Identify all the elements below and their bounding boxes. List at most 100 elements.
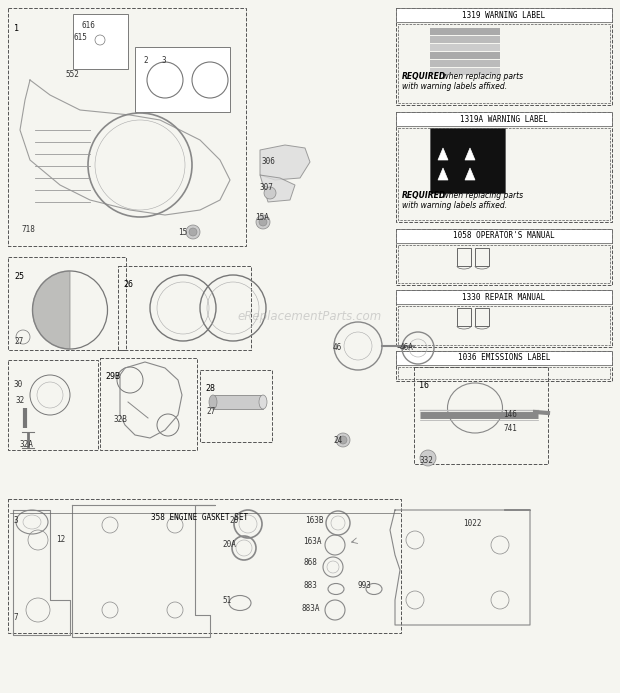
Polygon shape	[438, 148, 448, 160]
Text: 46: 46	[333, 343, 342, 352]
Text: 3: 3	[161, 56, 166, 65]
Text: 29B: 29B	[105, 372, 120, 381]
Bar	[396, 351, 612, 365]
Text: 20: 20	[229, 516, 238, 525]
Text: 163A: 163A	[303, 537, 322, 546]
Text: eReplacementParts.com: eReplacementParts.com	[238, 310, 382, 323]
Bar	[8, 499, 401, 633]
Text: 15A: 15A	[255, 213, 269, 222]
Text: with warning labels affixed.: with warning labels affixed.	[402, 201, 507, 210]
Text: 1036 EMISSIONS LABEL: 1036 EMISSIONS LABEL	[458, 353, 551, 362]
Text: 1319 WARNING LABEL: 1319 WARNING LABEL	[463, 10, 546, 19]
Text: 332: 332	[419, 456, 433, 465]
Bar	[396, 112, 612, 126]
Bar	[396, 8, 612, 22]
Bar	[396, 229, 612, 285]
Text: 883: 883	[303, 581, 317, 590]
Text: 32B: 32B	[114, 415, 128, 424]
Polygon shape	[465, 168, 475, 180]
Bar	[135, 47, 230, 112]
Text: with warning labels affixed.: with warning labels affixed.	[402, 82, 507, 91]
Polygon shape	[438, 168, 448, 180]
Circle shape	[186, 225, 200, 239]
Bar	[430, 28, 500, 35]
Text: 32A: 32A	[20, 440, 34, 449]
Bar	[396, 290, 612, 304]
Text: 46A: 46A	[400, 343, 414, 352]
Text: 306: 306	[261, 157, 275, 166]
Text: 15: 15	[178, 228, 187, 237]
Circle shape	[336, 433, 350, 447]
Bar	[430, 36, 500, 43]
Polygon shape	[32, 271, 70, 349]
Bar	[430, 52, 500, 59]
Text: 24: 24	[333, 436, 342, 445]
Bar	[200, 370, 272, 442]
Text: 358 ENGINE GASKET SET: 358 ENGINE GASKET SET	[151, 513, 249, 522]
Text: 616: 616	[81, 21, 95, 30]
Text: 868: 868	[303, 558, 317, 567]
Circle shape	[339, 436, 347, 444]
Bar	[396, 8, 612, 105]
Ellipse shape	[209, 395, 217, 409]
Bar	[118, 266, 251, 350]
Text: 615: 615	[73, 33, 87, 42]
Text: 28: 28	[205, 384, 215, 393]
Text: 552: 552	[65, 70, 79, 79]
Bar	[398, 245, 610, 283]
Circle shape	[264, 187, 276, 199]
Bar	[414, 367, 548, 464]
Text: 1022: 1022	[463, 519, 482, 528]
Bar	[8, 8, 246, 246]
Bar	[430, 68, 500, 75]
Bar	[213, 395, 263, 409]
Text: 741: 741	[503, 424, 517, 433]
Text: 27: 27	[206, 407, 215, 416]
Bar	[8, 257, 126, 350]
Text: when replacing parts: when replacing parts	[440, 72, 523, 81]
Bar	[100, 358, 197, 450]
Circle shape	[256, 215, 270, 229]
Circle shape	[259, 218, 267, 226]
Bar	[396, 290, 612, 347]
Text: 146: 146	[503, 410, 517, 419]
Text: 1330 REPAIR MANUAL: 1330 REPAIR MANUAL	[463, 292, 546, 301]
Text: REQUIRED: REQUIRED	[402, 72, 446, 81]
Bar	[396, 351, 612, 381]
Bar	[430, 128, 505, 193]
Text: 307: 307	[259, 183, 273, 192]
Text: 27: 27	[14, 337, 24, 346]
Text: 993: 993	[358, 581, 372, 590]
Bar	[73, 14, 128, 69]
Text: 883A: 883A	[301, 604, 319, 613]
Bar	[475, 248, 489, 266]
Text: 20A: 20A	[222, 540, 236, 549]
Text: 16: 16	[419, 381, 429, 390]
Bar	[398, 24, 610, 103]
Polygon shape	[465, 148, 475, 160]
Text: 718: 718	[22, 225, 36, 234]
Text: 163B: 163B	[305, 516, 324, 525]
Text: 25: 25	[14, 272, 24, 281]
Text: 32: 32	[16, 396, 25, 405]
Circle shape	[420, 450, 436, 466]
Text: 7: 7	[14, 613, 19, 622]
Bar	[396, 112, 612, 222]
Text: 3: 3	[14, 516, 19, 525]
Bar	[457, 308, 471, 326]
Ellipse shape	[259, 395, 267, 409]
Bar	[457, 248, 471, 266]
Bar	[430, 44, 500, 51]
Polygon shape	[260, 145, 310, 180]
Text: 1319A WARNING LABEL: 1319A WARNING LABEL	[460, 114, 548, 123]
Bar	[396, 229, 612, 243]
Polygon shape	[260, 175, 295, 202]
Text: 51: 51	[222, 596, 231, 605]
Text: 30: 30	[14, 380, 24, 389]
Text: 2: 2	[143, 56, 148, 65]
Bar	[398, 306, 610, 345]
Bar	[8, 360, 98, 450]
Circle shape	[189, 228, 197, 236]
Text: 12: 12	[56, 535, 65, 544]
Bar	[398, 367, 610, 379]
